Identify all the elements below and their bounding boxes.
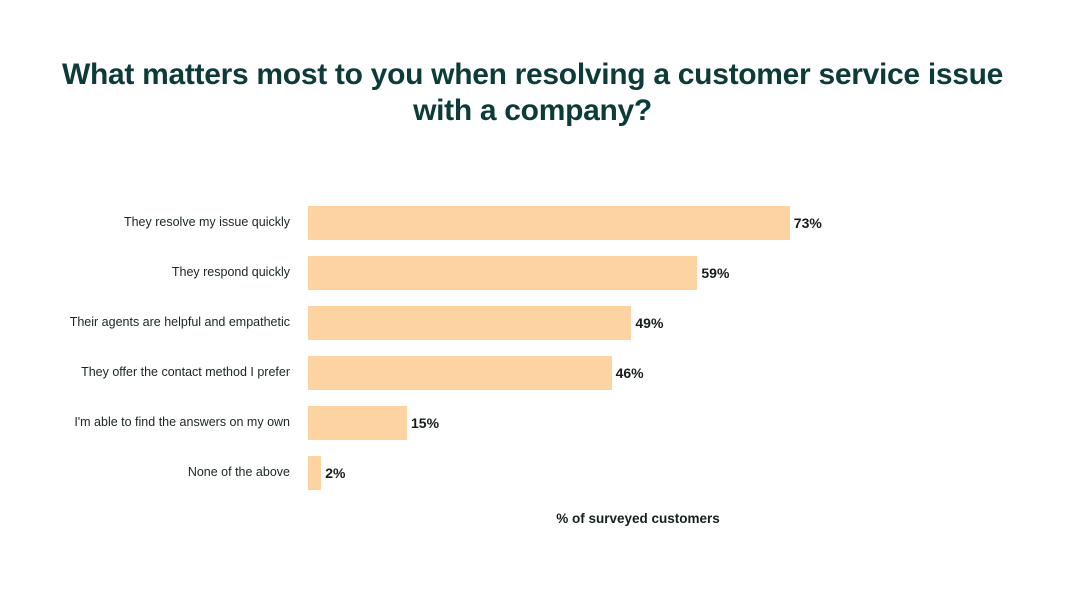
value-label: 2% — [325, 465, 346, 481]
bar-row: They respond quickly 59% — [0, 248, 1065, 298]
category-label: None of the above — [187, 465, 290, 480]
category-label: Their agents are helpful and empathetic — [69, 315, 290, 330]
value-label: 15% — [411, 415, 440, 431]
bar — [308, 456, 322, 490]
bar-track: 2% — [300, 456, 1065, 490]
bar-row: I'm able to find the answers on my own 15… — [0, 398, 1065, 448]
x-axis-label: % of surveyed customers — [556, 511, 720, 526]
bar — [308, 206, 790, 240]
value-label: 73% — [793, 215, 822, 231]
bar-track: 59% — [300, 256, 1065, 290]
category-label: They respond quickly — [171, 265, 290, 280]
value-label: 46% — [615, 365, 644, 381]
bar-track: 15% — [300, 406, 1065, 440]
category-label: They resolve my issue quickly — [123, 215, 290, 230]
chart-title: What matters most to you when resolving … — [61, 58, 1004, 127]
value-label: 49% — [635, 315, 664, 331]
value-label: 59% — [701, 265, 730, 281]
bar — [308, 356, 612, 390]
horizontal-bar-chart: They resolve my issue quickly 73% They res… — [0, 198, 1065, 498]
bar-row: They resolve my issue quickly 73% — [0, 198, 1065, 248]
bar-row: None of the above 2% — [0, 448, 1065, 498]
bar-track: 73% — [300, 206, 1065, 240]
bar — [308, 306, 632, 340]
bar — [308, 256, 698, 290]
bar — [308, 406, 407, 440]
bar-track: 49% — [300, 306, 1065, 340]
category-label: I'm able to find the answers on my own — [74, 415, 290, 430]
category-label: They offer the contact method I prefer — [81, 365, 290, 380]
bar-track: 46% — [300, 356, 1065, 390]
bar-row: Their agents are helpful and empathetic 4… — [0, 298, 1065, 348]
bar-row: They offer the contact method I prefer 46… — [0, 348, 1065, 398]
